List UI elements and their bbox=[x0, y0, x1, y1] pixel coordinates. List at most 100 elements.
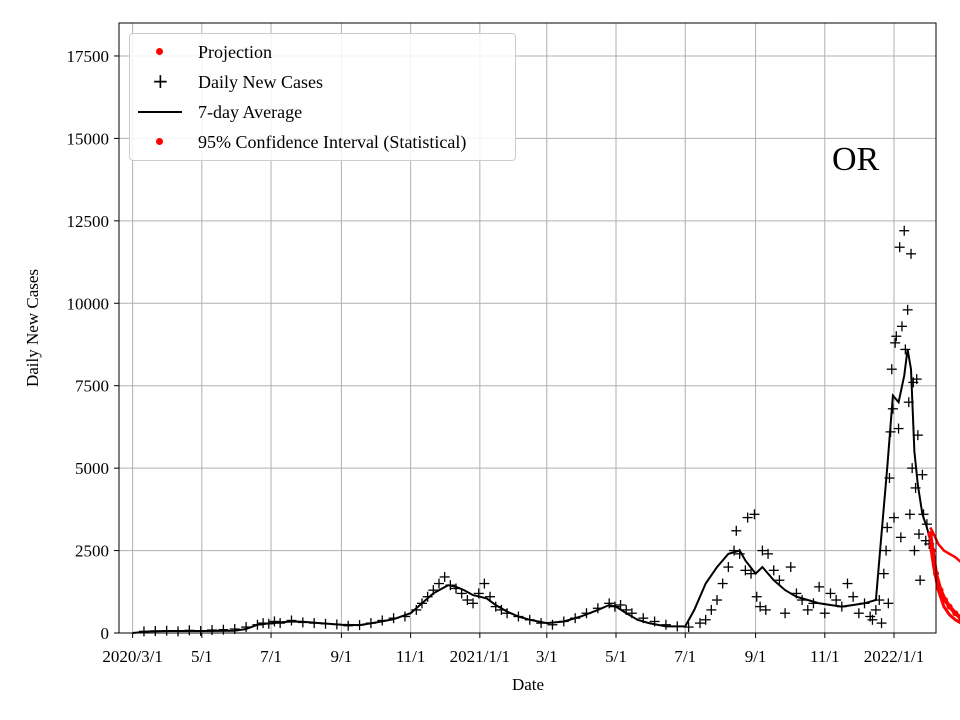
daily-case-point bbox=[388, 613, 399, 624]
daily-case-point bbox=[742, 512, 753, 523]
daily-case-point bbox=[428, 585, 439, 596]
daily-case-point bbox=[885, 426, 896, 437]
daily-case-point bbox=[895, 532, 906, 543]
daily-case-point bbox=[377, 615, 388, 626]
x-axis-ticks: 2020/3/1 5/1 7/1 9/1 11/1 2021/1/1 3/1 5/1 7/1 9/… bbox=[102, 633, 924, 666]
daily-case-point bbox=[524, 614, 535, 625]
daily-case-point bbox=[297, 617, 308, 628]
daily-case-point bbox=[609, 601, 620, 612]
daily-case-point bbox=[445, 580, 456, 591]
daily-case-point bbox=[808, 598, 819, 609]
daily-case-point bbox=[751, 591, 762, 602]
daily-case-point bbox=[814, 581, 825, 592]
daily-case-point bbox=[683, 622, 694, 633]
daily-case-point bbox=[354, 620, 365, 631]
line-icon bbox=[138, 111, 182, 113]
daily-case-point bbox=[757, 545, 768, 556]
daily-case-point bbox=[717, 578, 728, 589]
x-tick-label: 11/1 bbox=[810, 647, 840, 666]
daily-case-point bbox=[275, 618, 286, 629]
daily-case-point bbox=[700, 614, 711, 625]
daily-case-point bbox=[138, 626, 149, 637]
daily-case-point bbox=[791, 588, 802, 599]
y-axis-label: Daily New Cases bbox=[23, 269, 42, 387]
daily-case-point bbox=[825, 588, 836, 599]
daily-case-point bbox=[286, 615, 297, 626]
daily-case-point bbox=[592, 603, 603, 614]
daily-case-point bbox=[878, 568, 889, 579]
ci-upper-line bbox=[929, 526, 960, 563]
daily-case-point bbox=[468, 598, 479, 609]
daily-case-point bbox=[918, 509, 929, 520]
daily-case-point bbox=[513, 611, 524, 622]
daily-case-point bbox=[848, 591, 859, 602]
projection-dot-icon bbox=[156, 48, 163, 55]
daily-case-point bbox=[320, 618, 331, 629]
daily-case-point bbox=[649, 616, 660, 627]
daily-case-point bbox=[874, 595, 885, 606]
daily-case-point bbox=[207, 625, 218, 636]
daily-case-point bbox=[731, 525, 742, 536]
x-tick-label: 2022/1/1 bbox=[864, 647, 924, 666]
daily-case-point bbox=[893, 423, 904, 434]
daily-case-point bbox=[416, 598, 427, 609]
legend-item-daily-cases: + Daily New Cases bbox=[130, 67, 515, 97]
daily-case-point bbox=[881, 545, 892, 556]
y-tick-label: 7500 bbox=[75, 377, 109, 396]
y-tick-label: 15000 bbox=[67, 129, 110, 148]
daily-case-point bbox=[903, 397, 914, 408]
daily-case-point bbox=[755, 601, 766, 612]
daily-case-point bbox=[909, 545, 920, 556]
y-axis-ticks: 0 2500 5000 7500 10000 12500 15000 17500 bbox=[67, 47, 119, 643]
daily-case-point bbox=[411, 604, 422, 615]
daily-case-point bbox=[502, 608, 513, 619]
daily-case-point bbox=[900, 344, 911, 355]
daily-case-point bbox=[887, 403, 898, 414]
daily-case-point bbox=[912, 430, 923, 441]
y-tick-label: 10000 bbox=[67, 294, 110, 313]
x-tick-label: 2021/1/1 bbox=[450, 647, 510, 666]
daily-case-point bbox=[760, 604, 771, 615]
legend-label: Projection bbox=[198, 41, 272, 62]
daily-case-point bbox=[734, 548, 745, 559]
avg-line bbox=[132, 349, 932, 634]
legend-label: 95% Confidence Interval (Statistical) bbox=[198, 131, 467, 152]
x-tick-label: 2020/3/1 bbox=[102, 647, 162, 666]
projection-dot bbox=[937, 587, 944, 594]
daily-case-point bbox=[836, 601, 847, 612]
daily-case-point bbox=[882, 522, 893, 533]
daily-case-point bbox=[899, 225, 910, 236]
x-tick-label: 9/1 bbox=[331, 647, 353, 666]
legend-item-confidence-interval: 95% Confidence Interval (Statistical) bbox=[130, 127, 515, 157]
projection-dot bbox=[942, 597, 949, 604]
daily-case-point bbox=[896, 321, 907, 332]
daily-case-point bbox=[921, 519, 932, 530]
daily-case-point bbox=[797, 595, 808, 606]
daily-case-point bbox=[258, 618, 269, 629]
daily-case-point bbox=[343, 620, 354, 631]
plot-frame bbox=[118, 22, 937, 634]
daily-case-point bbox=[184, 625, 195, 636]
daily-case-point bbox=[161, 625, 172, 636]
daily-case-point bbox=[331, 619, 342, 630]
daily-case-point bbox=[621, 604, 632, 615]
daily-case-point bbox=[451, 583, 462, 594]
daily-case-point bbox=[883, 598, 894, 609]
daily-cases-points bbox=[138, 225, 935, 637]
projection-dot bbox=[957, 615, 960, 622]
daily-case-point bbox=[150, 626, 161, 637]
daily-case-point bbox=[911, 374, 922, 385]
daily-case-point bbox=[433, 578, 444, 589]
daily-case-point bbox=[456, 588, 467, 599]
y-tick-label: 5000 bbox=[75, 459, 109, 478]
daily-case-point bbox=[917, 469, 928, 480]
daily-case-point bbox=[884, 473, 895, 484]
daily-case-point bbox=[241, 622, 252, 633]
legend: Projection + Daily New Cases 7-day Avera… bbox=[129, 33, 516, 161]
daily-case-point bbox=[365, 618, 376, 629]
x-tick-label: 7/1 bbox=[260, 647, 282, 666]
daily-case-point bbox=[889, 512, 900, 523]
daily-case-point bbox=[195, 626, 206, 637]
daily-case-point bbox=[819, 608, 830, 619]
daily-case-point bbox=[536, 618, 547, 629]
